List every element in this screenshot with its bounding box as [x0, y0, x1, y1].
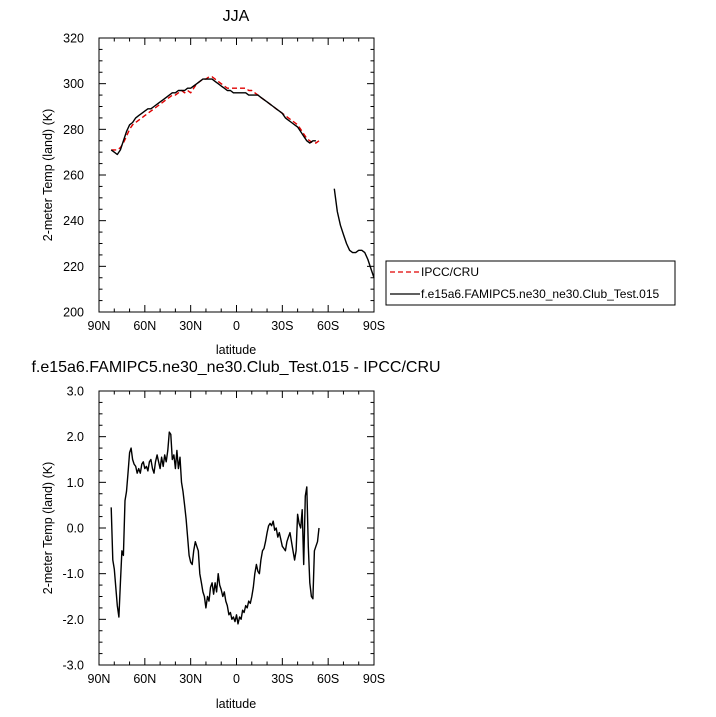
- bottom-y-tick-label: -3.0: [62, 659, 84, 673]
- top-x-tick-label: 0: [233, 319, 240, 333]
- bottom-y-tick-label: -2.0: [62, 613, 84, 627]
- bottom-x-tick-label: 0: [233, 672, 240, 686]
- bottom-y-tick-label: 3.0: [67, 385, 84, 399]
- bottom-x-tick-label: 90S: [363, 672, 385, 686]
- top-y-tick-label: 300: [63, 77, 84, 91]
- bottom-series-lines: [110, 431, 320, 625]
- legend-box: [385, 260, 676, 306]
- bottom-x-tick-label: 60S: [317, 672, 339, 686]
- top-x-tick-label: 90S: [363, 319, 385, 333]
- bottom-panel: f.e15a6.FAMIPC5.ne30_ne30.Club_Test.015 …: [31, 359, 440, 711]
- bottom-x-axis-label: latitude: [216, 697, 256, 711]
- bottom-plot-frame: [98, 390, 375, 666]
- bottom-x-ticks: 90N 60N 30N 0 30S 60S 90S: [88, 391, 385, 686]
- bottom-title: f.e15a6.FAMIPC5.ne30_ne30.Club_Test.015 …: [31, 359, 440, 376]
- bottom-y-ticks: -3.0 -2.0 -1.0 0.0 1.0 2.0 3.0: [62, 385, 374, 673]
- bottom-y-tick-label: 1.0: [67, 476, 84, 490]
- bottom-x-tick-label: 60N: [133, 672, 156, 686]
- top-panel: JJA 90N 60N 30N 0 30S 60S 90S 200 220 240 260 280 3…: [41, 8, 676, 357]
- top-title: JJA: [223, 8, 250, 25]
- top-x-tick-label: 60N: [133, 319, 156, 333]
- bottom-x-tick-label: 90N: [88, 672, 111, 686]
- top-y-tick-label: 260: [63, 169, 84, 183]
- legend-label-ipcc-cru: IPCC/CRU: [421, 265, 479, 279]
- top-y-ticks: 200 220 240 260 280 300 320: [63, 32, 374, 320]
- top-y-tick-label: 320: [63, 32, 84, 46]
- bottom-y-axis-label: 2-meter Temp (land) (K): [41, 462, 55, 594]
- top-x-tick-label: 60S: [317, 319, 339, 333]
- bottom-y-tick-label: -1.0: [62, 567, 84, 581]
- top-x-ticks: 90N 60N 30N 0 30S 60S 90S: [88, 38, 385, 333]
- bottom-y-tick-label: 2.0: [67, 430, 84, 444]
- bottom-x-tick-label: 30S: [271, 672, 293, 686]
- top-y-tick-label: 280: [63, 123, 84, 137]
- bottom-x-tick-label: 30N: [179, 672, 202, 686]
- top-series-line-1: [110, 78, 316, 156]
- top-x-tick-label: 30S: [271, 319, 293, 333]
- top-series-lines: [110, 76, 375, 279]
- top-y-tick-label: 200: [63, 306, 84, 320]
- top-series-line-1: [333, 188, 375, 279]
- bottom-series-line-0: [110, 431, 320, 625]
- top-x-tick-label: 90N: [88, 319, 111, 333]
- top-y-axis-label: 2-meter Temp (land) (K): [41, 109, 55, 241]
- top-plot-frame: [98, 37, 375, 313]
- top-y-tick-label: 240: [63, 214, 84, 228]
- top-x-tick-label: 30N: [179, 319, 202, 333]
- legend: IPCC/CRU f.e15a6.FAMIPC5.ne30_ne30.Club_…: [385, 260, 676, 306]
- top-x-axis-label: latitude: [216, 343, 256, 357]
- legend-label-model: f.e15a6.FAMIPC5.ne30_ne30.Club_Test.015: [421, 287, 659, 301]
- top-series-line-0: [111, 76, 320, 151]
- top-y-tick-label: 220: [63, 260, 84, 274]
- bottom-y-tick-label: 0.0: [67, 522, 84, 536]
